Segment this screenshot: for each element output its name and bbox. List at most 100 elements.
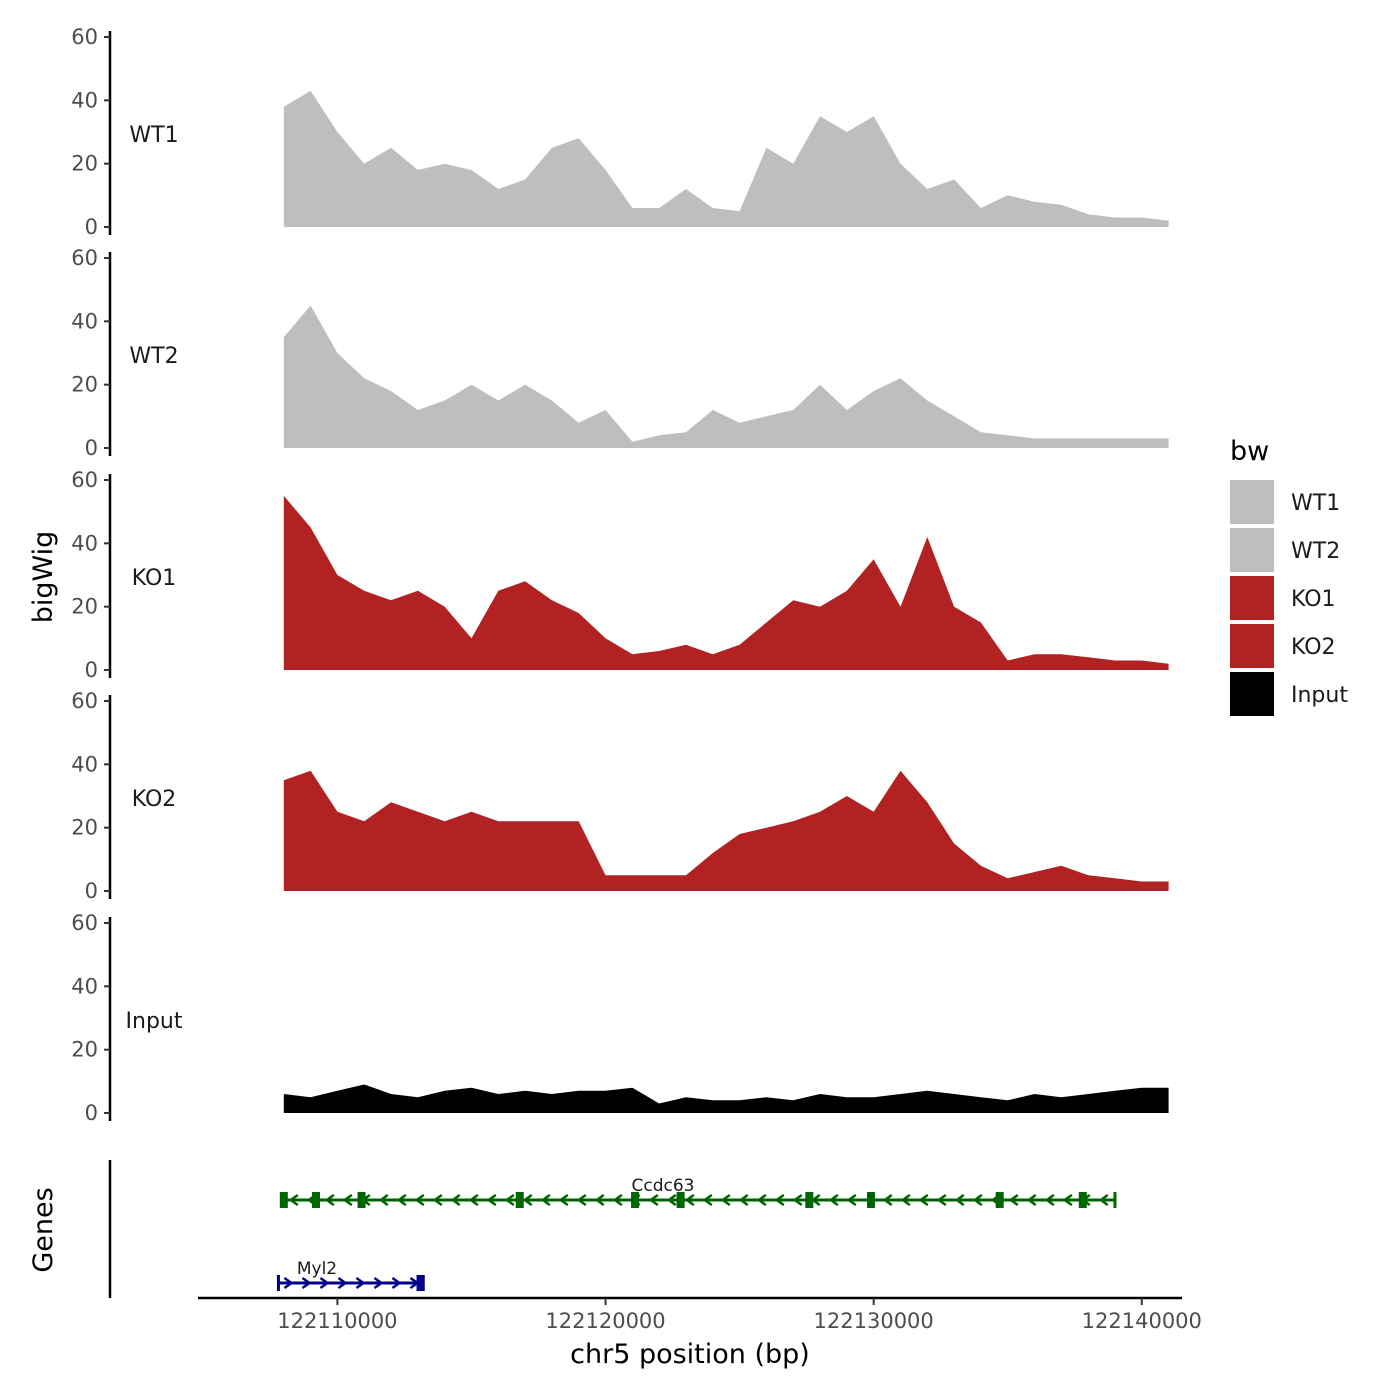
y-tick-label: 40 [71, 88, 98, 112]
y-tick-label: 20 [71, 373, 98, 397]
strand-chevron [774, 1193, 785, 1207]
exon [311, 1192, 320, 1208]
strand-chevron [900, 1193, 911, 1207]
strand-chevron [486, 1193, 497, 1207]
strand-chevron [954, 1193, 965, 1207]
exon [357, 1192, 366, 1208]
strand-chevron [1044, 1193, 1055, 1207]
strand-chevron [756, 1193, 767, 1207]
gene-myl2: Myl2 [276, 1259, 425, 1291]
exon [631, 1192, 640, 1208]
strand-chevron [612, 1193, 623, 1207]
strand-chevron [882, 1193, 893, 1207]
panel-wt1: 0 20 40 60 WT1 [71, 25, 1169, 239]
strand-chevron [391, 1276, 402, 1290]
exon [1078, 1192, 1087, 1208]
y-tick-label: 40 [71, 974, 98, 998]
gene-label: Myl2 [297, 1259, 337, 1279]
strand-chevron [576, 1193, 587, 1207]
genes-axis-title: Genes [28, 1187, 59, 1272]
strand-chevron [450, 1193, 461, 1207]
signal-area-ko1 [283, 495, 1169, 670]
legend-key-wt1 [1230, 480, 1274, 524]
y-tick-label: 60 [71, 468, 98, 492]
strand-chevron [373, 1276, 384, 1290]
legend-label-input: Input [1291, 683, 1348, 708]
strand-chevron [702, 1193, 713, 1207]
legend-key-ko1 [1230, 576, 1274, 620]
legend-label-ko2: KO2 [1291, 635, 1336, 660]
strand-chevron [828, 1193, 839, 1207]
panel-label: Input [126, 1009, 183, 1034]
x-tick-label: 122130000 [814, 1309, 934, 1333]
x-axis: 122110000 122120000 122130000 122140000 [198, 1296, 1202, 1333]
strand-chevron [432, 1193, 443, 1207]
y-tick-label: 40 [71, 309, 98, 333]
strand-chevron [540, 1193, 551, 1207]
strand-chevron [738, 1193, 749, 1207]
legend-label-wt1: WT1 [1291, 491, 1340, 516]
legend: bw WT1 WT2 KO1 KO2 Input [1230, 436, 1348, 716]
signal-panels: 0 20 40 60 WT1 0 20 40 60 WT2 0 20 40 60 KO1 0 20 40 60 KO2… [71, 25, 1169, 1125]
panel-label: WT2 [129, 344, 178, 369]
strand-chevron [283, 1276, 294, 1290]
y-tick-label: 40 [71, 531, 98, 555]
legend-label-ko1: KO1 [1291, 587, 1336, 612]
y-tick-label: 20 [71, 595, 98, 619]
y-tick-label: 60 [71, 689, 98, 713]
legend-key-input [1230, 672, 1274, 716]
x-tick-label: 122140000 [1082, 1309, 1202, 1333]
strand-chevron [1008, 1193, 1019, 1207]
strand-chevron [468, 1193, 479, 1207]
legend-key-ko2 [1230, 624, 1274, 668]
panel-label: KO1 [132, 566, 177, 591]
panel-label: WT1 [129, 123, 178, 148]
signal-area-wt2 [283, 305, 1169, 448]
x-axis-title: chr5 position (bp) [570, 1339, 810, 1370]
legend-key-wt2 [1230, 528, 1274, 572]
exon [676, 1192, 685, 1208]
strand-chevron [342, 1193, 353, 1207]
panel-ko2: 0 20 40 60 KO2 [71, 689, 1169, 903]
exon [416, 1275, 425, 1291]
exon [995, 1192, 1004, 1208]
strand-chevron [1098, 1193, 1109, 1207]
y-tick-label: 20 [71, 152, 98, 176]
strand-chevron [792, 1193, 803, 1207]
panel-label: KO2 [132, 787, 177, 812]
y-tick-label: 0 [85, 1101, 98, 1125]
strand-chevron [378, 1193, 389, 1207]
signal-area-ko2 [283, 770, 1169, 891]
strand-chevron [319, 1276, 330, 1290]
exon [279, 1192, 288, 1208]
strand-chevron [684, 1193, 695, 1207]
exon [805, 1192, 814, 1208]
strand-chevron [522, 1193, 533, 1207]
y-axis-title: bigWig [28, 531, 59, 624]
strand-chevron [648, 1193, 659, 1207]
strand-chevron [846, 1193, 857, 1207]
y-tick-label: 60 [71, 911, 98, 935]
strand-chevron [936, 1193, 947, 1207]
x-tick-label: 122120000 [545, 1309, 665, 1333]
strand-chevron [720, 1193, 731, 1207]
strand-chevron [396, 1193, 407, 1207]
legend-title: bw [1230, 436, 1269, 467]
strand-chevron [558, 1193, 569, 1207]
y-tick-label: 0 [85, 879, 98, 903]
y-tick-label: 20 [71, 816, 98, 840]
gene-ccdc63: Ccdc63 [279, 1176, 1117, 1208]
legend-label-wt2: WT2 [1291, 539, 1340, 564]
strand-chevron [355, 1276, 366, 1290]
signal-area-input [283, 1084, 1169, 1113]
strand-chevron [288, 1193, 299, 1207]
strand-chevron [324, 1193, 335, 1207]
signal-area-wt1 [283, 90, 1169, 227]
exon [515, 1192, 524, 1208]
y-tick-label: 20 [71, 1038, 98, 1062]
y-tick-label: 0 [85, 658, 98, 682]
gene-track: Ccdc63 Myl2 [108, 1160, 1117, 1298]
y-tick-label: 60 [71, 246, 98, 270]
panel-ko1: 0 20 40 60 KO1 [71, 468, 1169, 682]
